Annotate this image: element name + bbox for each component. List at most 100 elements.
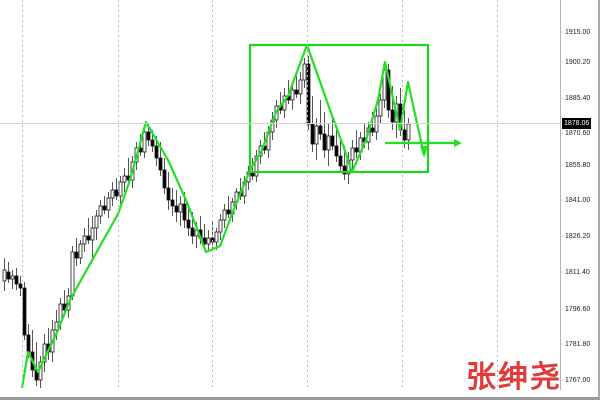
candle-body (174, 205, 179, 213)
candle-body (162, 169, 167, 189)
vertical-gridline (497, 0, 498, 390)
candle-body (142, 131, 147, 153)
candle-body (186, 219, 191, 229)
price-tick-label: 1915.00 (565, 29, 591, 36)
vertical-gridline (402, 0, 403, 390)
candle-body (254, 155, 259, 177)
price-tick: · 1811.40 (561, 268, 600, 278)
candle-body (206, 237, 211, 245)
price-tick: · 1781.80 (561, 340, 600, 350)
price-tick-label: 1885.40 (565, 95, 591, 102)
candle-body (350, 147, 355, 161)
chart-canvas (2, 43, 462, 389)
candle-body (310, 123, 315, 145)
candle-body (374, 115, 379, 133)
candle-body (2, 269, 7, 282)
price-tick-label: 1781.80 (565, 341, 591, 348)
candle-body (330, 135, 335, 147)
tick-mark: · (561, 130, 564, 137)
tick-mark: · (561, 162, 564, 169)
price-tick: · 1841.00 (561, 196, 600, 206)
candle-body (90, 227, 95, 241)
candle-body (158, 157, 163, 171)
candle-body (386, 69, 391, 111)
right-arrowhead (454, 139, 462, 147)
candle-body (86, 235, 91, 241)
candle-body (390, 109, 395, 123)
vertical-gridline (118, 0, 119, 390)
vertical-gridline (212, 0, 213, 390)
candle-body (110, 189, 115, 199)
price-tick-label: 1841.00 (565, 197, 591, 204)
candle-body (294, 89, 299, 95)
candle-body (218, 219, 223, 233)
candle-body (326, 135, 331, 151)
price-tick: · 1826.20 (561, 232, 600, 242)
price-tick: · 1796.60 (561, 305, 600, 315)
candle-body (94, 215, 99, 229)
price-axis[interactable]: · 1915.00 · 1900.20 · 1885.40 · 1870.60 · 1855.80… (560, 0, 600, 390)
tick-mark: · (561, 306, 564, 313)
candle-body (14, 275, 19, 285)
price-tick: · 1855.80 (561, 161, 600, 171)
candle-body (354, 147, 359, 153)
candle-body (70, 251, 75, 297)
current-price-gridline (0, 123, 560, 124)
consolidation-rectangle[interactable] (248, 43, 430, 174)
candle-body (118, 181, 123, 197)
zigzag-trendline[interactable] (20, 43, 426, 389)
chart-plot-area[interactable] (0, 0, 560, 390)
candle-body (74, 251, 79, 259)
price-tick: · 1767.00 (561, 376, 600, 386)
candlestick-series (2, 56, 411, 388)
candle-body (26, 334, 31, 353)
candle-body (98, 205, 103, 217)
tick-mark: · (561, 29, 564, 36)
vertical-gridline (22, 0, 23, 390)
vertical-gridline (307, 0, 308, 390)
candle-body (202, 237, 207, 245)
candle-body (302, 63, 307, 81)
candle-body (78, 243, 83, 259)
candle-body (322, 133, 327, 151)
candle-body (190, 227, 195, 237)
tick-mark: · (561, 341, 564, 348)
price-tick: · 1915.00 (561, 28, 600, 38)
price-tick: · 1870.60 (561, 129, 600, 139)
candle-body (102, 205, 107, 211)
candle-body (82, 235, 87, 245)
candle-body (170, 199, 175, 207)
candle-body (10, 275, 15, 280)
price-tick: · 1900.20 (561, 58, 600, 68)
price-tick-label: 1870.60 (565, 130, 591, 137)
tick-mark: · (561, 269, 564, 276)
current-price-label[interactable]: 1878.06 (562, 118, 592, 129)
tick-mark: · (561, 59, 564, 66)
candle-body (378, 99, 383, 117)
candle-body (6, 271, 11, 280)
candle-body (318, 125, 323, 135)
candle-body (342, 165, 347, 175)
price-tick: · 1885.40 (561, 94, 600, 104)
candle-body (334, 145, 339, 157)
tick-mark: · (561, 233, 564, 240)
candle-body (166, 187, 171, 201)
price-tick-label: 1900.20 (565, 59, 591, 66)
candle-body (214, 231, 219, 243)
candle-body (154, 145, 159, 159)
candle-body (406, 123, 411, 141)
candle-body (226, 209, 231, 215)
watermark-text: 张绅尧 (466, 360, 562, 395)
price-tick-label: 1796.60 (565, 306, 591, 313)
price-tick-label: 1767.00 (565, 377, 591, 384)
candle-body (146, 131, 151, 141)
candle-body (182, 203, 187, 221)
candle-body (370, 127, 375, 133)
price-tick-label: 1826.20 (565, 233, 591, 240)
candle-body (106, 197, 111, 211)
candle-body (122, 175, 127, 183)
down-arrowhead (420, 146, 428, 158)
tick-mark: · (561, 95, 564, 102)
candle-body (178, 203, 183, 213)
